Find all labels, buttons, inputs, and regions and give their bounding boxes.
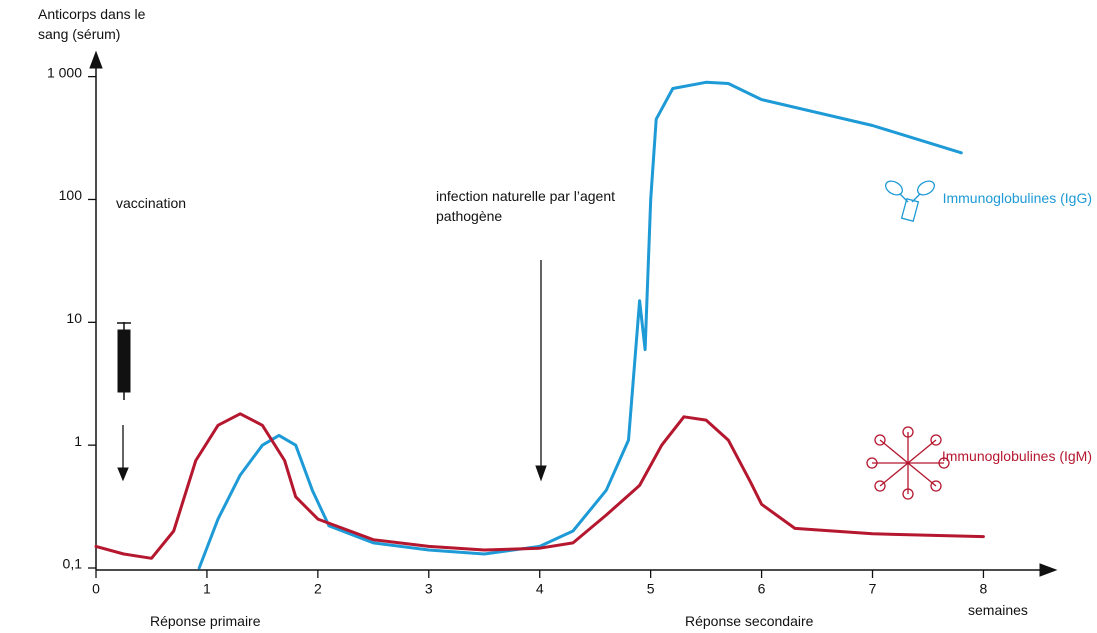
x-tick-label: 0 [92,581,100,597]
y-axis-arrow [90,52,102,68]
igg-icon [883,178,937,221]
annotation: Réponse primaire [150,611,261,631]
legend-entry: Immunoglobulines (IgG) [934,188,1092,208]
x-tick-label: 8 [980,581,988,597]
decorations [90,52,1056,576]
series-line [96,414,983,559]
y-tick-label: 10 [66,310,82,326]
vaccination-arrowhead [118,468,128,480]
y-tick-label: 0,1 [63,556,83,572]
infection-arrowhead [536,466,546,480]
x-tick-label: 1 [203,581,211,597]
x-tick-label: 2 [314,581,322,597]
page: 0,1 1 10 100 1 000 0 1 2 3 4 5 6 7 8 Anticorps dans l… [0,0,1097,633]
annotation: vaccination [116,193,186,213]
x-tick-label: 7 [869,581,877,597]
y-tick-label: 1 [74,433,82,449]
x-tick-label: 5 [647,581,655,597]
annotation: Réponse secondaire [685,611,813,631]
x-tick-label: 4 [536,581,544,597]
annotation: infection naturelle par l’agent pathogèn… [436,186,621,226]
x-tick-label: 3 [425,581,433,597]
y-axis-label: Anticorps dans le sang (sérum) [38,4,173,44]
syringe-icon [117,322,131,400]
y-tick-label: 100 [59,187,83,203]
series-line [199,82,961,568]
y-tick-label: 1 000 [47,64,82,80]
x-axis-arrow [1040,564,1056,576]
x-axis-label: semaines [968,600,1028,620]
legend-entry: Immunoglobulines (IgM) [934,446,1092,466]
chart: 0,1 1 10 100 1 000 0 1 2 3 4 5 6 7 8 [0,0,1097,633]
x-tick-label: 6 [758,581,766,597]
